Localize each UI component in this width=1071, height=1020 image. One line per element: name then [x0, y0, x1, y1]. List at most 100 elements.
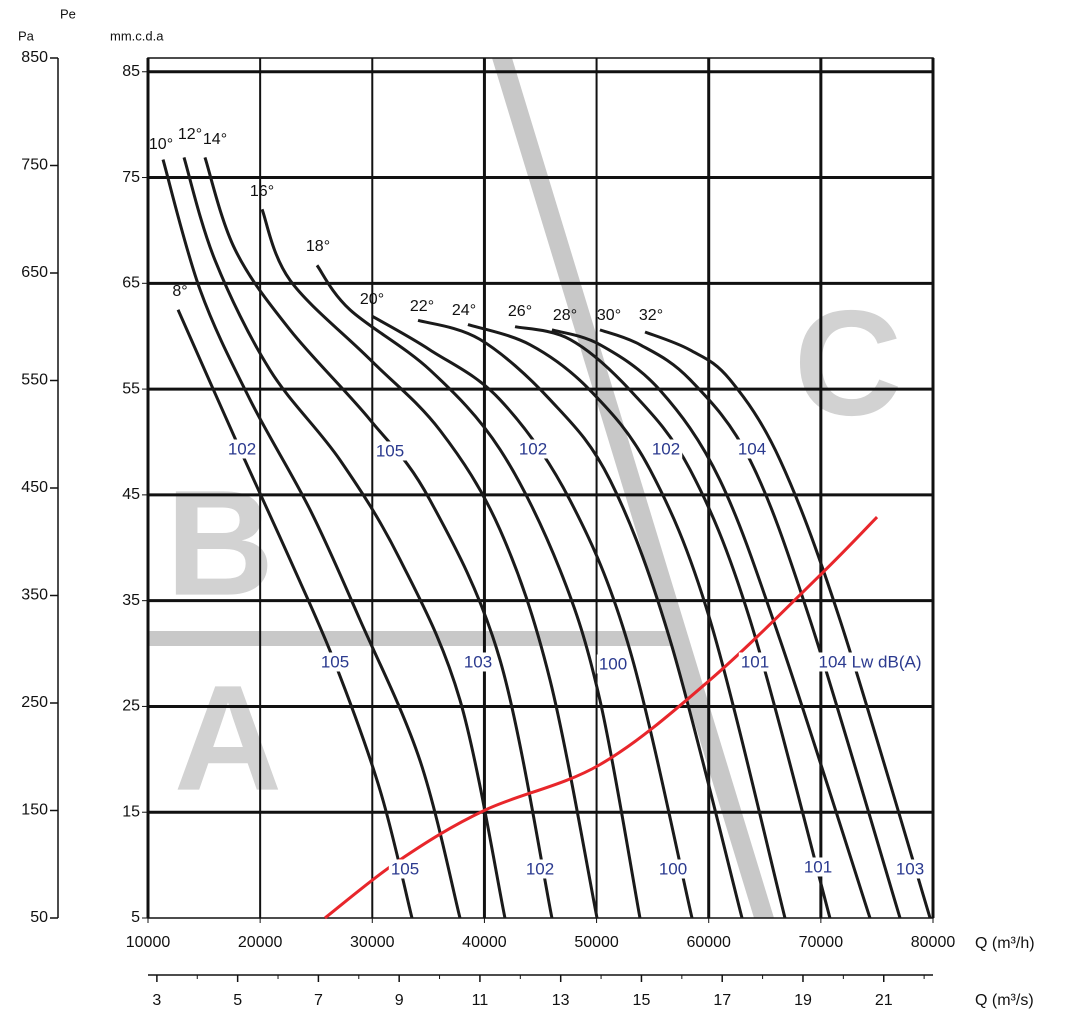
fan-curve: [176, 309, 414, 919]
fan-curve: [161, 159, 462, 919]
label-background: [801, 857, 835, 877]
sound-power-label: 105: [376, 441, 404, 460]
x-tick-label: 40000: [462, 934, 507, 951]
sound-power-label: 102: [526, 859, 554, 878]
y2-tick-label: 550: [21, 372, 48, 389]
curve-label: 14°: [203, 131, 227, 148]
label-background: [318, 652, 352, 672]
sound-power-label: 105: [391, 859, 419, 878]
x2-tick-label: 17: [713, 992, 731, 1009]
system-curve: [324, 516, 879, 920]
y-tick-label: 65: [122, 275, 140, 292]
x-tick-label: 30000: [350, 934, 395, 951]
curve-label: 24°: [452, 302, 476, 319]
x-tick-label: 70000: [799, 934, 844, 951]
y-axis-label: mm.c.d.a: [110, 28, 164, 43]
sound-power-label: 102: [519, 439, 547, 458]
curve-label: 32°: [639, 307, 663, 324]
x2-axis-label: Q (m³/s): [975, 992, 1034, 1009]
label-background: [816, 652, 924, 672]
y-tick-label: 45: [122, 486, 140, 503]
y2-tick-label: 650: [21, 264, 48, 281]
x2-tick-label: 9: [395, 992, 404, 1009]
y-tick-label: 85: [122, 63, 140, 80]
x2-tick-label: 7: [314, 992, 323, 1009]
sound-power-label: 100: [599, 654, 627, 673]
x2-tick-label: 15: [633, 992, 651, 1009]
curve-label: 16°: [250, 183, 274, 200]
sound-power-label: 103: [896, 859, 924, 878]
y-tick-label: 75: [122, 169, 140, 186]
sound-power-label: 104 Lw dB(A): [819, 652, 922, 671]
fan-curve: [644, 330, 932, 919]
x2-tick-label: 19: [794, 992, 812, 1009]
zone-label: C: [794, 279, 902, 447]
label-background: [893, 859, 927, 879]
fan-curve: [260, 208, 599, 919]
fan-curve: [417, 318, 744, 919]
y2-tick-label: 250: [21, 694, 48, 711]
label-background: [461, 652, 495, 672]
zone-divider: [492, 58, 774, 918]
y2-axis-label: Pa: [18, 28, 35, 43]
sound-power-label: 103: [464, 652, 492, 671]
label-background: [596, 654, 630, 674]
y2-tick-label: 350: [21, 587, 48, 604]
x2-tick-label: 3: [152, 992, 161, 1009]
label-background: [388, 859, 422, 879]
x-tick-label: 20000: [238, 934, 283, 951]
x-axis-label: Q (m³/h): [975, 935, 1035, 952]
label-background: [649, 439, 683, 459]
curve-label: 20°: [360, 291, 384, 308]
x2-tick-label: 11: [472, 992, 489, 1009]
label-background: [373, 441, 407, 461]
fan-curve: [467, 323, 787, 919]
y2-tick-label: 850: [21, 49, 48, 66]
sound-power-label: 100: [659, 859, 687, 878]
fan-curve: [514, 325, 832, 919]
y-tick-label: 5: [131, 909, 140, 926]
curve-label: 10°: [149, 136, 173, 153]
curve-label: 12°: [178, 126, 202, 143]
curve-label: 22°: [410, 298, 434, 315]
x-tick-label: 80000: [911, 934, 956, 951]
y-tick-label: 25: [122, 698, 140, 715]
zone-label: A: [174, 654, 282, 822]
y2-tick-label: 450: [21, 479, 48, 496]
x2-tick-label: 5: [233, 992, 242, 1009]
sound-power-label: 102: [228, 439, 256, 458]
fan-curve: [551, 328, 872, 919]
fan-curve: [371, 314, 694, 919]
curve-label: 28°: [553, 307, 577, 324]
label-background: [225, 439, 259, 459]
x2-tick-label: 21: [875, 992, 893, 1009]
fan-curve: [182, 157, 507, 919]
y-tick-label: 55: [122, 380, 140, 397]
zone-divider: [148, 631, 680, 646]
pressure-symbol: Pe: [60, 6, 76, 21]
label-background: [735, 439, 769, 459]
x-tick-label: 10000: [126, 934, 171, 951]
curve-label: 18°: [306, 238, 330, 255]
x-tick-label: 50000: [574, 934, 619, 951]
y-tick-label: 15: [122, 803, 140, 820]
fan-curve: [315, 264, 642, 919]
x-tick-label: 60000: [686, 934, 731, 951]
sound-power-label: 105: [321, 652, 349, 671]
label-background: [738, 652, 772, 672]
sound-power-label: 104: [738, 439, 766, 458]
zone-layer: ABC: [148, 58, 902, 918]
plot-frame: [147, 57, 934, 919]
sound-power-label: 101: [741, 652, 769, 671]
sound-power-label: 102: [652, 439, 680, 458]
x2-tick-label: 13: [552, 992, 570, 1009]
label-background: [516, 439, 550, 459]
sound-power-label: 101: [804, 857, 832, 876]
label-background: [523, 859, 557, 879]
y2-tick-label: 150: [21, 802, 48, 819]
label-background: [656, 859, 690, 879]
curve-label: 26°: [508, 303, 532, 320]
fan-curve: [599, 328, 902, 919]
y2-tick-label: 750: [21, 157, 48, 174]
